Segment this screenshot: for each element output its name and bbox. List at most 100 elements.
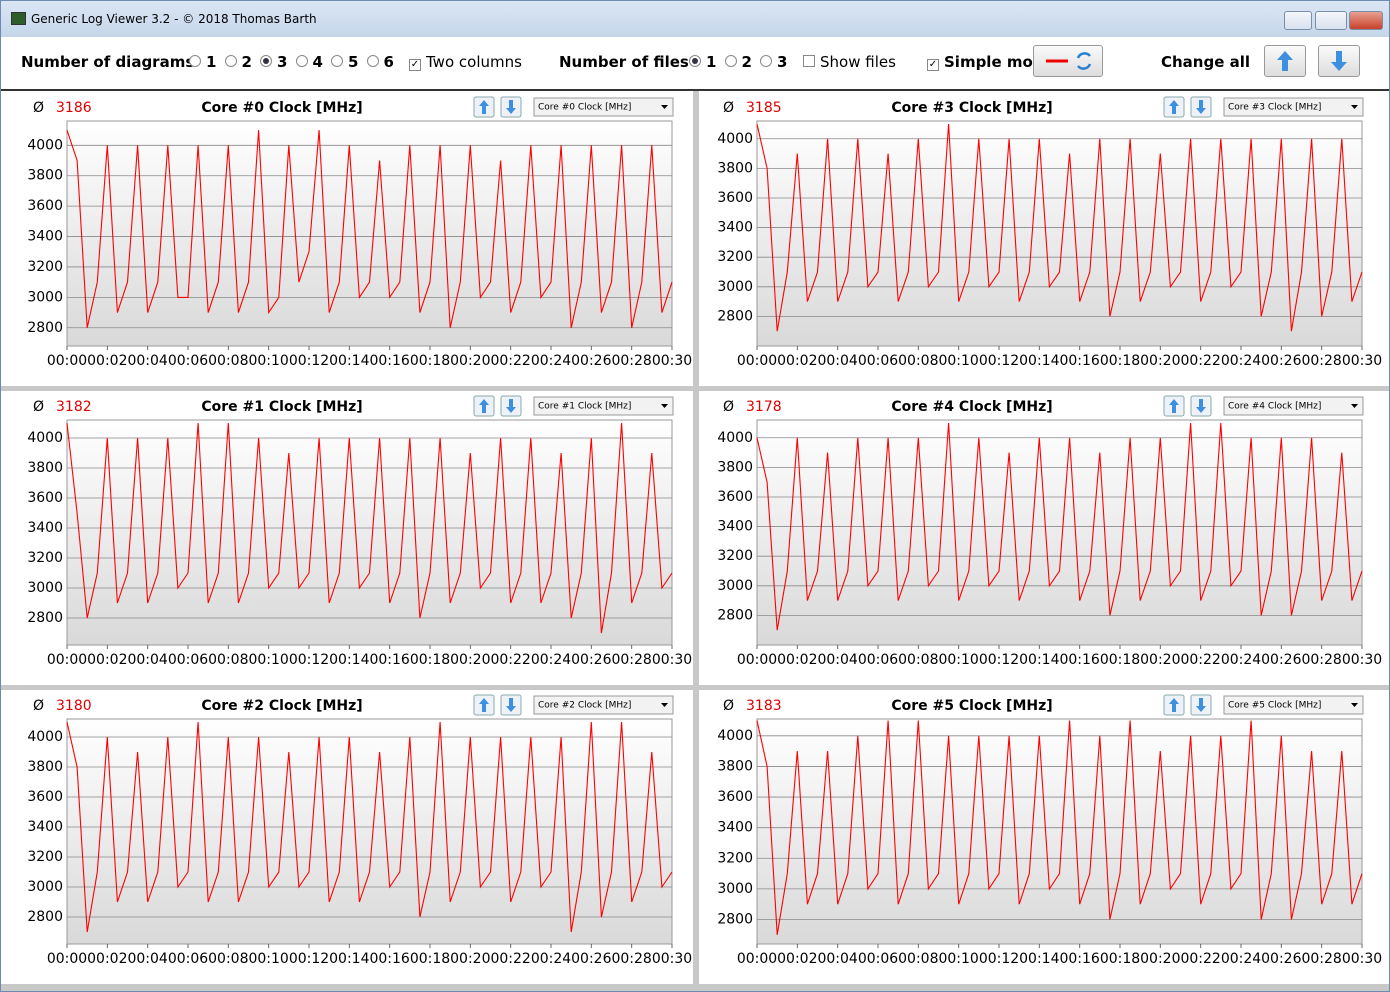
move-up-all[interactable] [1264, 45, 1306, 77]
y-tick-label: 3400 [717, 820, 753, 836]
radio-label: 2 [241, 53, 252, 71]
move-down-all[interactable] [1318, 45, 1360, 77]
x-tick-label: 00:30 [1342, 353, 1382, 369]
radio-label: 4 [312, 53, 323, 71]
move-down-button[interactable] [500, 694, 522, 716]
y-tick-label: 3400 [27, 819, 63, 835]
channel-dropdown[interactable] [1223, 396, 1364, 416]
move-up-button[interactable] [473, 96, 495, 118]
move-down-button[interactable] [1190, 96, 1212, 118]
arrow-icon [506, 100, 516, 114]
x-tick-label: 00:04 [127, 353, 167, 369]
channel-dropdown[interactable] [533, 97, 674, 117]
y-tick-label: 2800 [717, 607, 753, 623]
move-up-button[interactable] [1163, 694, 1185, 716]
radio-label: 1 [706, 53, 717, 71]
x-tick-label: 00:06 [168, 652, 208, 668]
move-down-button[interactable] [1190, 694, 1212, 716]
channel-dropdown[interactable] [533, 396, 674, 416]
x-tick-label: 00:12 [979, 951, 1019, 967]
x-tick-label: 00:26 [571, 353, 611, 369]
x-tick-label: 00:02 [87, 353, 127, 369]
close-button[interactable] [1349, 11, 1383, 30]
x-tick-label: 00:24 [1221, 353, 1261, 369]
move-down-button[interactable] [500, 96, 522, 118]
dropdown-text: Core #0 Clock [MHz] [538, 103, 631, 113]
radio-option[interactable]: 3 [760, 53, 787, 71]
dropdown-text: Core #5 Clock [MHz] [1228, 701, 1321, 711]
dropdown-arrow [1351, 105, 1358, 109]
maximize-button[interactable] [1315, 11, 1347, 30]
arrow-icon [506, 399, 516, 413]
x-tick-label: 00:10 [938, 951, 978, 967]
x-tick-label: 00:24 [531, 353, 571, 369]
x-tick-label: 00:08 [898, 353, 938, 369]
arrow-icon [1169, 698, 1179, 712]
x-tick-label: 00:28 [611, 951, 651, 967]
x-tick-label: 00:14 [329, 951, 369, 967]
x-tick-label: 00:12 [289, 951, 329, 967]
minimize-button[interactable] [1284, 11, 1312, 30]
average-value: 3178 [746, 399, 782, 415]
radio-label: 5 [348, 53, 359, 71]
line-style-button[interactable] [1033, 45, 1103, 77]
radio-option[interactable]: 3 [260, 53, 287, 71]
down-arrow [1331, 51, 1347, 71]
x-tick-label: 00:22 [490, 353, 530, 369]
x-tick-label: 00:30 [1342, 951, 1382, 967]
radio-option[interactable]: 5 [331, 53, 358, 71]
move-up-button[interactable] [473, 395, 495, 417]
data-line [756, 720, 1363, 935]
radio-option[interactable]: 1 [689, 53, 716, 71]
x-tick-label: 00:02 [777, 353, 817, 369]
radio-option[interactable]: 2 [224, 53, 252, 71]
move-down-button[interactable] [500, 395, 522, 417]
chart-title: Core #5 Clock [MHz] [891, 698, 1052, 714]
chart-title: Core #2 Clock [MHz] [201, 698, 362, 714]
radio-label: 1 [206, 53, 217, 71]
y-tick-label: 3600 [717, 190, 753, 206]
divider [1, 386, 1389, 391]
channel-dropdown[interactable] [1223, 97, 1364, 117]
x-tick-label: 00:16 [369, 353, 409, 369]
x-tick-label: 00:06 [858, 951, 898, 967]
x-tick-label: 00:28 [611, 652, 651, 668]
simple-mode[interactable]: ✓Simple mod [927, 53, 1033, 71]
y-tick-label: 3400 [717, 519, 753, 535]
x-tick-label: 00:30 [1342, 652, 1382, 668]
move-up-button[interactable] [1163, 96, 1185, 118]
y-tick-label: 4000 [717, 430, 753, 446]
x-tick-label: 00:12 [979, 652, 1019, 668]
x-tick-label: 00:26 [1261, 951, 1301, 967]
arrow-icon [479, 698, 489, 712]
move-up-button[interactable] [1163, 395, 1185, 417]
chart-title: Core #3 Clock [MHz] [891, 100, 1052, 116]
radio-option[interactable]: 4 [295, 53, 323, 71]
move-up-button[interactable] [473, 694, 495, 716]
x-tick-label: 00:10 [248, 951, 288, 967]
channel-dropdown[interactable] [533, 695, 674, 715]
radio-option[interactable]: 6 [366, 53, 394, 71]
data-line [756, 123, 1363, 332]
x-tick-label: 00:12 [289, 353, 329, 369]
avg-symbol: Ø [33, 698, 44, 714]
dropdown-text: Core #2 Clock [MHz] [538, 701, 631, 711]
radio-option[interactable]: 1 [189, 53, 216, 71]
move-down-button[interactable] [1190, 395, 1212, 417]
radio-option[interactable]: 2 [724, 53, 752, 71]
two-columns[interactable]: ✓ Two columns [409, 53, 522, 71]
x-tick-label: 00:24 [1221, 951, 1261, 967]
x-tick-label: 00:14 [329, 652, 369, 668]
dropdown-arrow [661, 105, 668, 109]
show-files[interactable]: Show files [803, 53, 896, 71]
y-tick-label: 3800 [717, 758, 753, 774]
channel-dropdown[interactable] [1223, 695, 1364, 715]
plot-area [66, 718, 673, 945]
y-tick-label: 4000 [27, 137, 63, 153]
dropdown-text: Core #3 Clock [MHz] [1228, 103, 1321, 113]
simple-mode-label: Simple mod [944, 53, 1033, 71]
average-value: 3186 [56, 100, 92, 116]
x-tick-label: 00:06 [858, 353, 898, 369]
